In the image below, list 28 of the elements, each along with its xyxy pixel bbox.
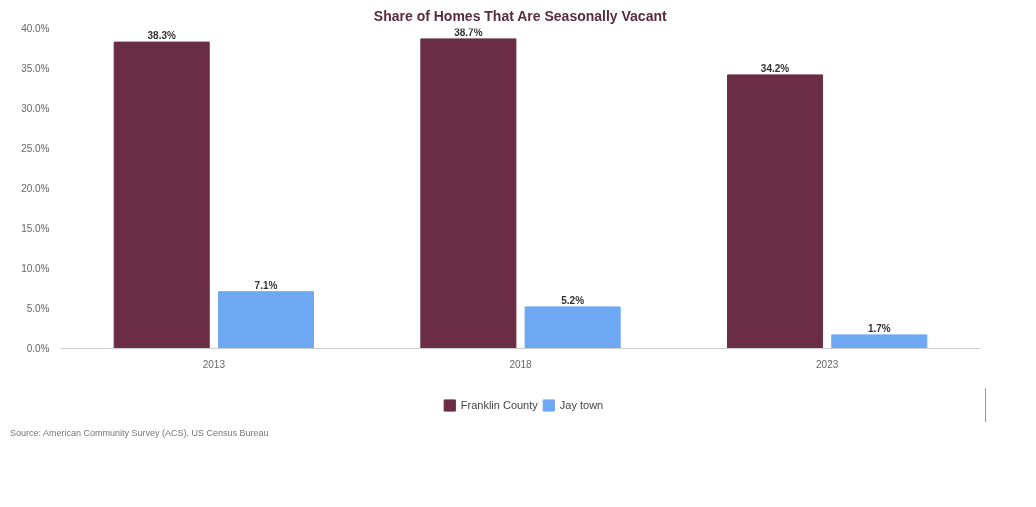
bar <box>217 291 314 349</box>
y-tick-label: 5.0% <box>26 303 50 314</box>
y-tick-label: 15.0% <box>21 223 50 234</box>
y-tick-label: 20.0% <box>21 183 50 194</box>
bar <box>420 38 517 349</box>
bar <box>727 74 824 349</box>
chart-title: Share of Homes That Are Seasonally Vacant <box>373 7 667 24</box>
legend-label: Jay town <box>559 399 604 411</box>
legend-label: Franklin County <box>460 399 538 411</box>
data-label: 7.1% <box>254 279 278 291</box>
source-note: Source: American Community Survey (ACS), US Census Bureau <box>10 427 269 440</box>
y-tick-label: 25.0% <box>21 143 50 154</box>
x-tick-label: 2018 <box>509 358 533 370</box>
y-tick-label: 30.0% <box>21 103 50 114</box>
bar <box>831 334 928 349</box>
bar <box>113 41 210 349</box>
y-tick-label: 40.0% <box>21 23 50 34</box>
y-tick-label: 10.0% <box>21 263 50 274</box>
data-label: 34.2% <box>760 62 790 74</box>
bar <box>524 306 621 349</box>
data-label: 5.2% <box>561 294 585 306</box>
y-tick-label: 35.0% <box>21 63 50 74</box>
x-tick-label: 2023 <box>816 358 839 370</box>
x-tick-label: 2013 <box>202 358 226 370</box>
data-label: 38.7% <box>454 26 483 38</box>
y-tick-label: 0.0% <box>26 343 50 354</box>
data-label: 38.3% <box>147 30 176 42</box>
data-label: 1.7% <box>867 322 891 334</box>
